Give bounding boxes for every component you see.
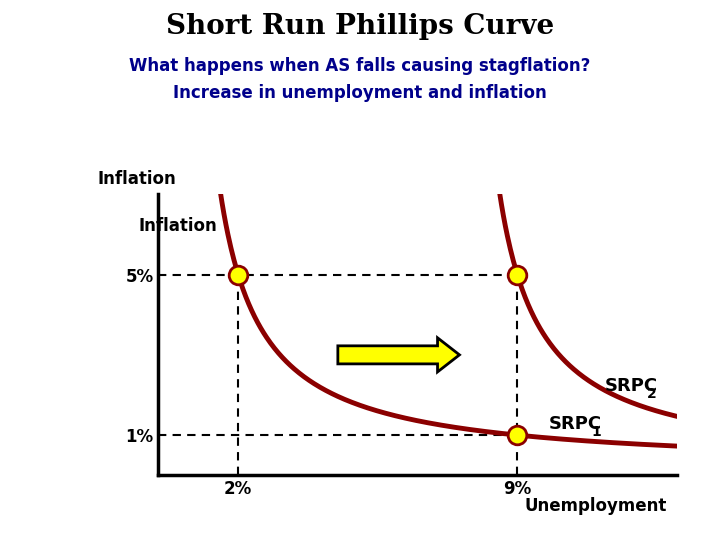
Point — [511, 431, 523, 440]
Text: Increase in unemployment and inflation: Increase in unemployment and inflation — [173, 84, 547, 102]
Text: 1: 1 — [591, 426, 600, 439]
Text: Unemployment: Unemployment — [524, 497, 667, 515]
Text: Inflation: Inflation — [138, 217, 217, 235]
Text: Inflation: Inflation — [97, 170, 176, 188]
Point — [511, 271, 523, 279]
Text: SRPC: SRPC — [549, 415, 603, 433]
Text: 2: 2 — [647, 387, 657, 401]
Point — [233, 271, 244, 279]
Text: Short Run Phillips Curve: Short Run Phillips Curve — [166, 14, 554, 40]
FancyArrow shape — [338, 338, 459, 372]
Text: What happens when AS falls causing stagflation?: What happens when AS falls causing stagf… — [130, 57, 590, 75]
Text: SRPC: SRPC — [605, 377, 658, 395]
